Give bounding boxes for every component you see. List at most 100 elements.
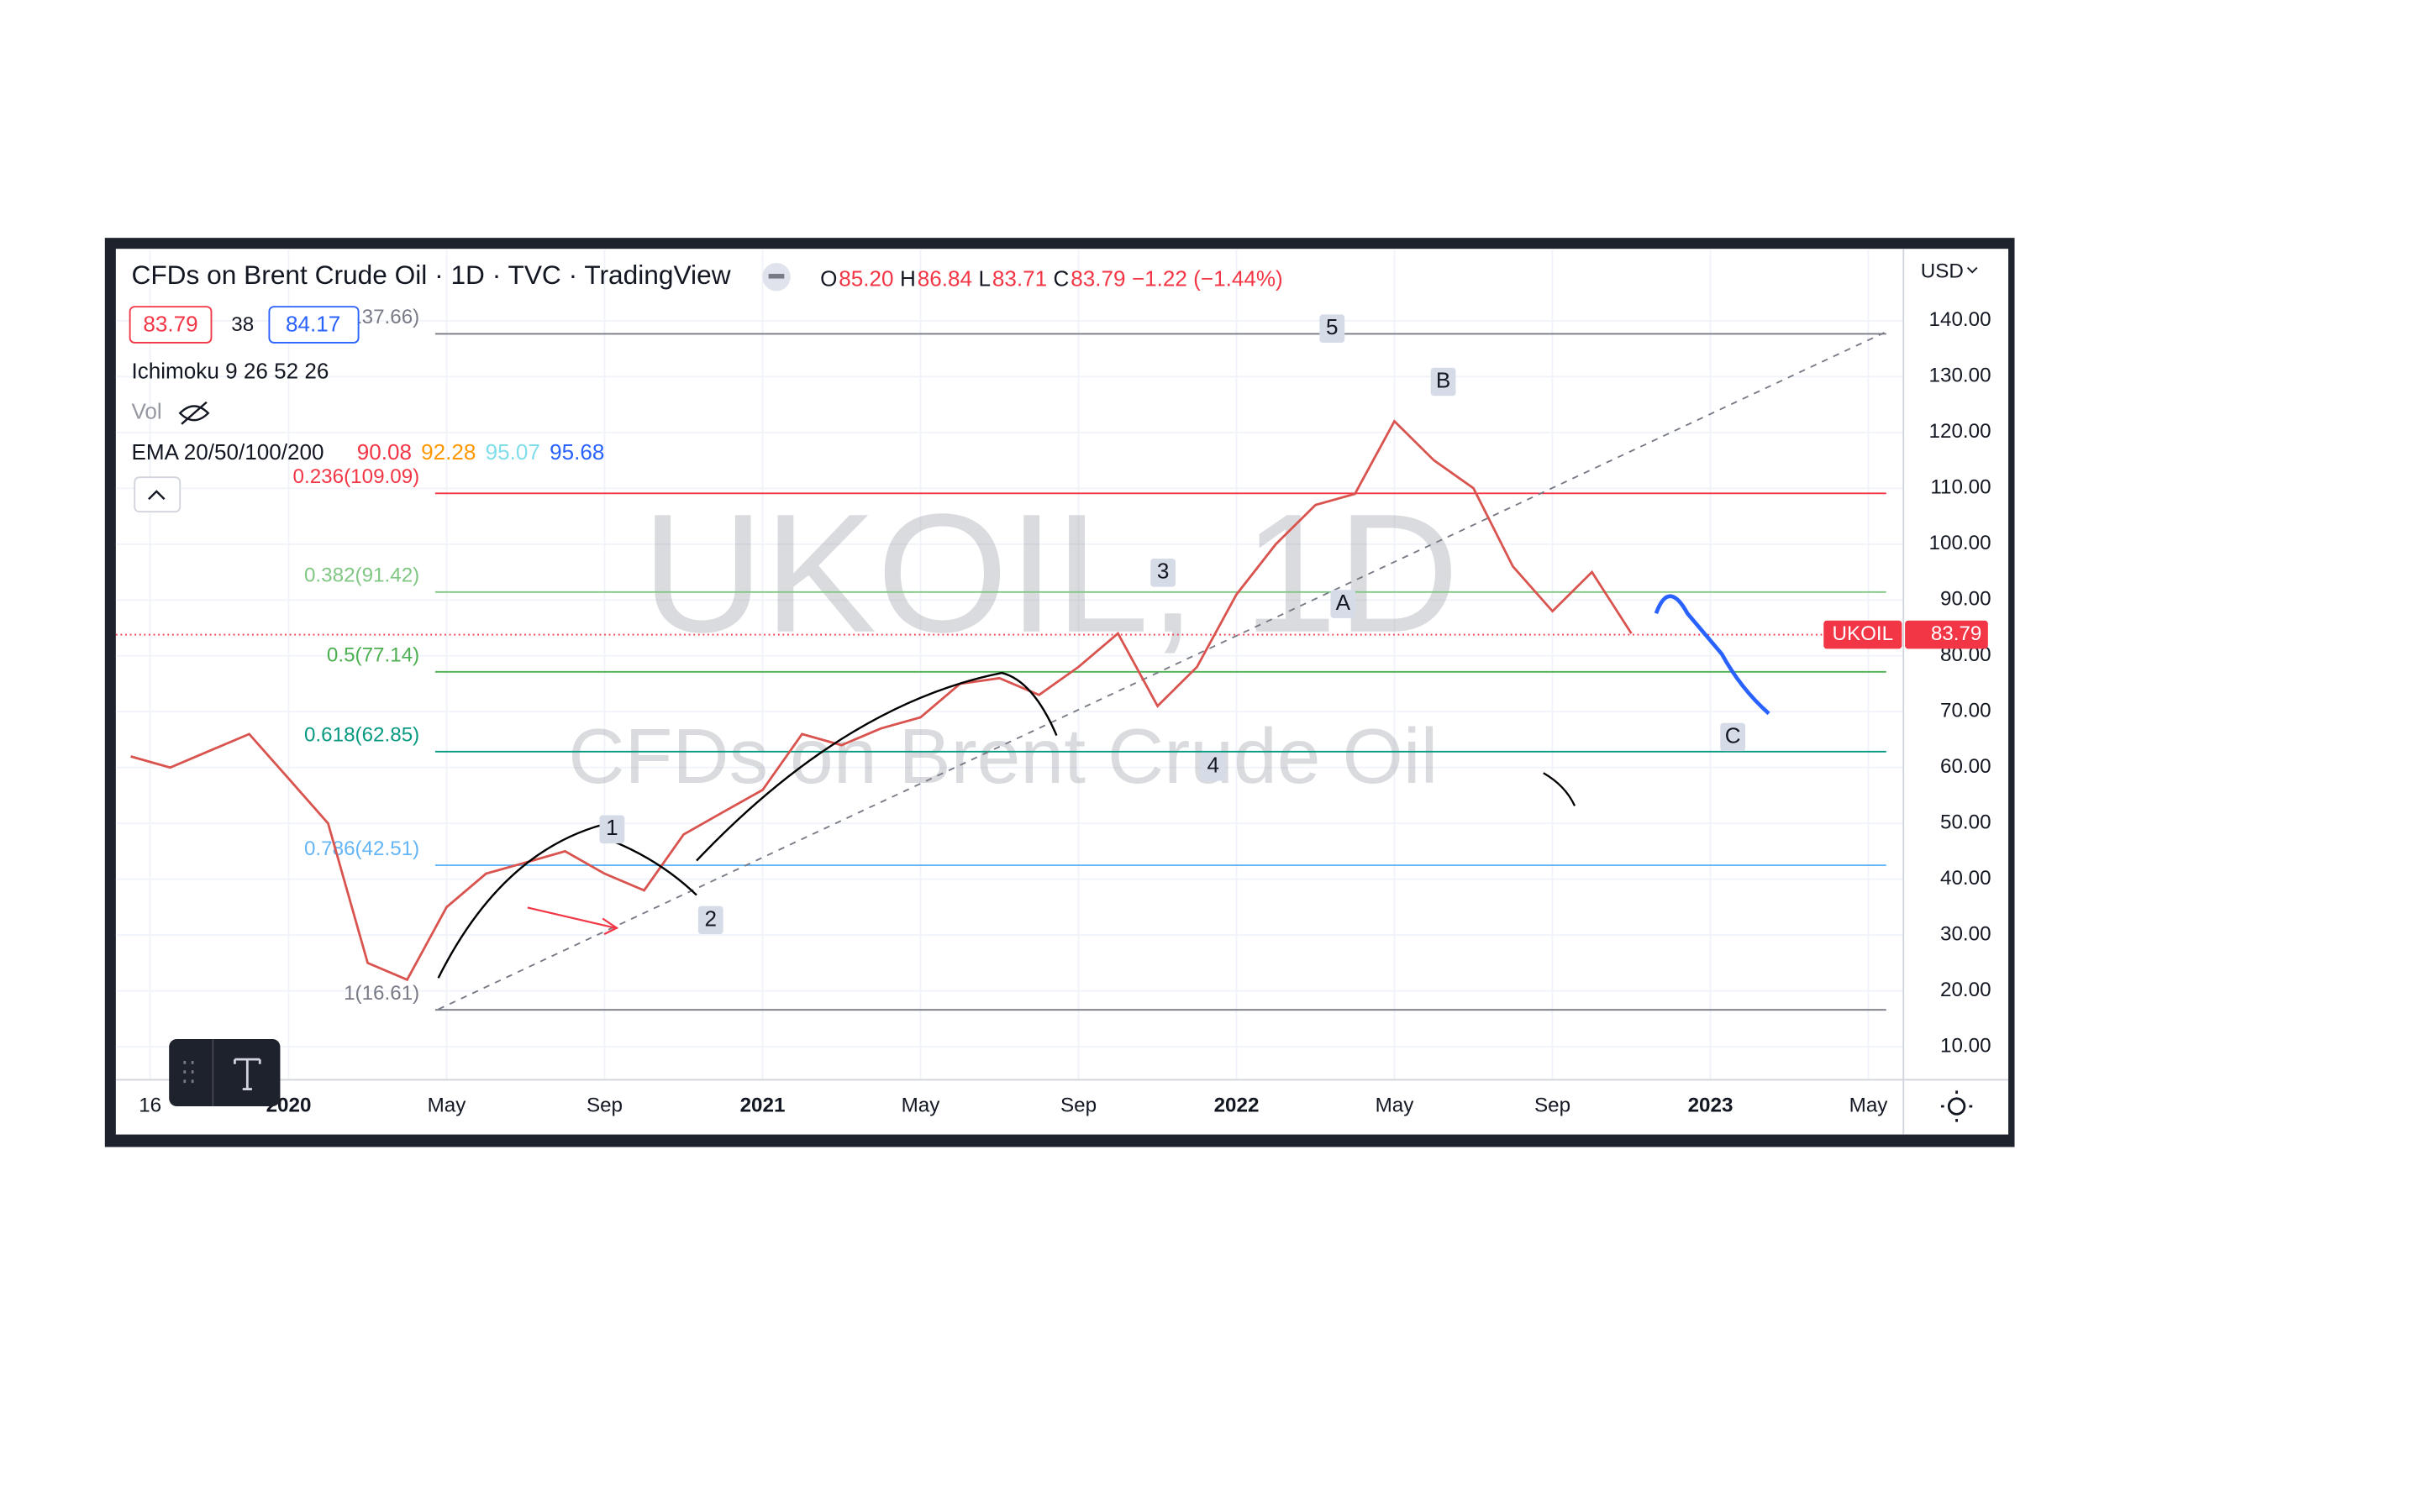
ohlc-key: H [900, 265, 916, 291]
price-tag-label: 83.79 [1931, 622, 1982, 645]
x-tick-label: Sep [1060, 1094, 1097, 1116]
ask-price: 84.17 [286, 311, 340, 336]
ohlc-value: 85.20 [839, 265, 893, 291]
drawing-arc [1543, 772, 1576, 806]
drawing-arc [437, 823, 603, 979]
axes: 10.0020.0030.0040.0050.0060.0070.0080.00… [139, 308, 1991, 1116]
x-tick-label: Sep [587, 1094, 623, 1116]
watermark-group: UKOIL, 1D CFDs on Brent Crude Oil [568, 479, 1459, 800]
fib-level-label: 0.236(109.09) [293, 465, 420, 488]
grid [115, 250, 1904, 1080]
y-tick-label: 140.00 [1929, 308, 1991, 331]
x-tick-label: 2023 [1688, 1094, 1733, 1116]
y-tick-label: 50.00 [1940, 811, 1991, 834]
fib-level-label: 0.786(42.51) [304, 837, 419, 860]
drawing-arc [696, 671, 1058, 862]
y-tick-label: 70.00 [1940, 700, 1991, 722]
ema-value: 90.08 [357, 439, 412, 465]
wave-label: 2 [704, 906, 717, 931]
chart-title: CFDs on Brent Crude Oil · 1D · TVC · Tra… [131, 260, 730, 290]
x-tick-label: 2022 [1214, 1094, 1260, 1116]
plot [115, 419, 1904, 982]
watermark-description: CFDs on Brent Crude Oil [568, 712, 1438, 800]
y-tick-label: 100.00 [1929, 532, 1991, 554]
wave-label-box [1430, 367, 1456, 396]
wave-label-box [697, 906, 723, 935]
x-tick-label: 2021 [740, 1094, 786, 1116]
ohlc-change: −1.22 (−1.44%) [1132, 265, 1283, 291]
x-tick-label: May [428, 1094, 467, 1116]
ema-value: 95.68 [550, 439, 604, 465]
wave-label: B [1436, 367, 1450, 392]
y-tick-label: 60.00 [1940, 755, 1991, 778]
x-tick-label: May [1849, 1094, 1889, 1116]
symbol-tag-label: UKOIL [1832, 622, 1893, 645]
x-tick-label: May [902, 1094, 941, 1116]
price-line [130, 419, 1633, 982]
wave-label: 3 [1157, 559, 1170, 584]
settings-icon-spokes [1940, 1090, 1973, 1122]
y-tick-label: 40.00 [1940, 867, 1991, 890]
price-tag [1905, 620, 1988, 649]
wave-label-box [1319, 314, 1345, 343]
y-tick-label: 120.00 [1929, 420, 1991, 443]
wave-label-box [1330, 590, 1356, 618]
fib-levels: 0(137.66)0.236(109.09)0.382(91.42)0.5(77… [293, 306, 1886, 1011]
fib-level-label: 1(16.61) [344, 982, 419, 1005]
x-tick-label: Sep [1534, 1094, 1570, 1116]
ema-values: 90.08 92.28 95.07 95.68 [357, 439, 605, 465]
ohlc-value: 86.84 [918, 265, 972, 291]
chart-background [115, 249, 2009, 1135]
y-tick-label: 90.00 [1940, 588, 1991, 611]
wave-label: 4 [1207, 753, 1219, 778]
legend-toggle-icon [768, 274, 785, 279]
drawing-arrow [527, 906, 619, 936]
text-tool-icon[interactable] [234, 1058, 261, 1090]
drag-handle[interactable] [183, 1061, 194, 1084]
ask-box [268, 306, 360, 344]
wave-label-box [1150, 559, 1176, 587]
ohlc-value: 83.79 [1071, 265, 1125, 291]
trend-line [438, 331, 1887, 1011]
wave-labels: 1 2 3 4 5 A B C [599, 314, 1746, 935]
collapse-button[interactable] [134, 476, 182, 513]
collapse-icon [148, 490, 166, 501]
ohlc-key: C [1054, 265, 1070, 291]
ichimoku-legend[interactable]: Ichimoku 9 26 52 26 [131, 358, 329, 383]
wave-label-box [599, 815, 625, 844]
wave-label: 1 [606, 815, 618, 840]
y-tick-label: 10.00 [1940, 1035, 1991, 1058]
y-tick-label: 130.00 [1929, 365, 1991, 387]
ohlc-legend: O 85.20 H 86.84 L 83.71 C 83.79 −1.22 (−1.44%) [820, 265, 1283, 291]
wave-label: 5 [1326, 314, 1339, 339]
ema-value: 92.28 [421, 439, 476, 465]
hidden-icon[interactable] [178, 401, 210, 425]
watermark-symbol: UKOIL, 1D [642, 479, 1460, 668]
floating-toolbar [169, 1038, 281, 1107]
ohlc-value: 83.71 [992, 265, 1047, 291]
fib-level-label: 0.382(91.42) [304, 564, 419, 587]
bid-box [129, 306, 213, 344]
x-tick-label: May [1376, 1094, 1415, 1116]
bid-price: 83.79 [143, 311, 197, 336]
y-tick-label: 20.00 [1940, 979, 1991, 1001]
y-tick-label: 110.00 [1930, 476, 1991, 499]
fib-level-label: 0.618(62.85) [304, 724, 419, 747]
currency-selector[interactable]: USD [1921, 260, 1964, 283]
wave-label-box [1720, 722, 1746, 752]
volume-legend[interactable]: Vol [131, 399, 161, 424]
wave-label-box [1200, 753, 1226, 781]
wave-label: A [1336, 590, 1351, 615]
ema-legend[interactable]: EMA 20/50/100/200 [131, 439, 324, 465]
ohlc-key: L [978, 265, 991, 291]
projection-path [1654, 594, 1770, 716]
spread: 38 [231, 313, 254, 336]
ema-value: 95.07 [486, 439, 540, 465]
dropdown-caret [1966, 266, 1978, 274]
wave-label: C [1725, 722, 1741, 748]
x-tick-label: 16 [139, 1094, 161, 1116]
settings-icon[interactable] [1947, 1097, 1966, 1116]
symbol-tag [1823, 620, 1902, 649]
ohlc-key: O [820, 265, 837, 291]
